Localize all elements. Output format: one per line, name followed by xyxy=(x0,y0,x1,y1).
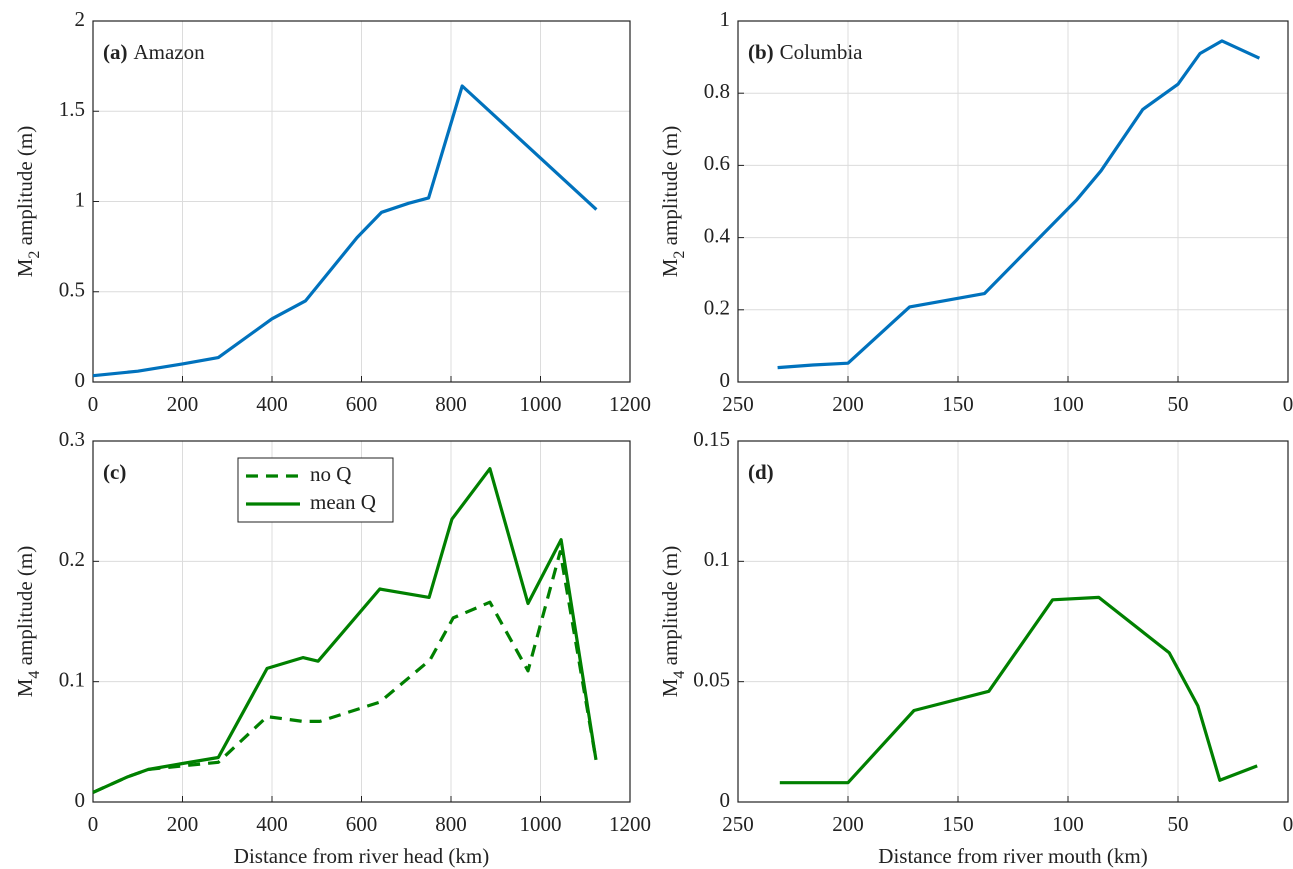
x-tick-label: 50 xyxy=(1168,812,1189,836)
x-tick-label: 250 xyxy=(722,812,754,836)
panel-letter: (c) xyxy=(103,460,126,484)
y-tick-label: 0 xyxy=(720,368,731,392)
y-tick-label: 2 xyxy=(75,7,86,31)
axes-box xyxy=(92,20,631,383)
panel-label: (c) xyxy=(103,460,126,484)
y-label-main: M xyxy=(13,678,37,697)
y-label-main: M xyxy=(658,678,682,697)
y-tick-label: 0.15 xyxy=(693,427,730,451)
series-line xyxy=(92,84,598,378)
axes-box xyxy=(737,20,1289,383)
y-tick-label: 0 xyxy=(75,368,86,392)
y-label-rest: amplitude (m) xyxy=(658,126,682,251)
y-axis-label: M2 amplitude (m) xyxy=(658,126,688,278)
panel-letter: (d) xyxy=(748,460,774,484)
x-tick-label: 200 xyxy=(167,392,199,416)
y-label-rest: amplitude (m) xyxy=(13,126,37,251)
x-tick-label: 1200 xyxy=(609,392,651,416)
y-label-sub: 4 xyxy=(671,671,688,679)
x-tick-label: 100 xyxy=(1052,392,1084,416)
panel-title: Amazon xyxy=(134,40,206,64)
panel-label: (a) Amazon xyxy=(103,40,205,64)
x-tick-label: 150 xyxy=(942,392,974,416)
y-tick-label: 0.05 xyxy=(693,667,730,691)
y-tick-label: 1.5 xyxy=(59,97,85,121)
y-tick-label: 0 xyxy=(75,788,86,812)
panel-letter: (a) xyxy=(103,40,128,64)
x-axis-label: Distance from river mouth (km) xyxy=(878,844,1147,868)
x-tick-label: 0 xyxy=(1283,812,1293,836)
y-label-sub: 2 xyxy=(671,251,688,259)
panel-label: (d) xyxy=(748,460,774,484)
y-tick-label: 1 xyxy=(720,7,731,31)
x-tick-label: 0 xyxy=(1283,392,1293,416)
x-tick-label: 800 xyxy=(435,812,467,836)
y-label-main: M xyxy=(13,258,37,277)
x-tick-label: 200 xyxy=(832,812,864,836)
y-axis-label: M4 amplitude (m) xyxy=(658,546,688,698)
y-tick-label: 0 xyxy=(720,788,731,812)
y-tick-label: 0.6 xyxy=(704,151,730,175)
legend-label: mean Q xyxy=(310,490,376,514)
x-tick-label: 100 xyxy=(1052,812,1084,836)
y-axis-label: M2 amplitude (m) xyxy=(13,126,43,278)
x-tick-label: 400 xyxy=(256,392,288,416)
y-tick-label: 0.2 xyxy=(704,296,730,320)
x-tick-label: 0 xyxy=(88,392,99,416)
x-tick-label: 200 xyxy=(832,392,864,416)
y-tick-label: 0.1 xyxy=(704,547,730,571)
x-tick-label: 150 xyxy=(942,812,974,836)
x-tick-label: 600 xyxy=(346,812,378,836)
panel-title: Columbia xyxy=(780,40,864,64)
y-label-rest: amplitude (m) xyxy=(13,546,37,671)
legend-label: no Q xyxy=(310,462,351,486)
y-label-rest: amplitude (m) xyxy=(658,546,682,671)
x-tick-label: 1200 xyxy=(609,812,651,836)
series-line xyxy=(779,595,1258,785)
y-axis-label: M4 amplitude (m) xyxy=(13,546,43,698)
x-tick-label: 200 xyxy=(167,812,199,836)
series-line xyxy=(777,39,1261,370)
x-tick-label: 250 xyxy=(722,392,754,416)
y-tick-label: 0.4 xyxy=(704,223,731,247)
y-label-sub: 4 xyxy=(26,671,43,679)
panel-letter: (b) xyxy=(748,40,774,64)
axes-box xyxy=(92,440,631,803)
x-tick-label: 800 xyxy=(435,392,467,416)
x-tick-label: 50 xyxy=(1168,392,1189,416)
x-tick-label: 1000 xyxy=(520,392,562,416)
y-label-sub: 2 xyxy=(26,251,43,259)
legend-box xyxy=(237,457,394,523)
y-tick-label: 0.2 xyxy=(59,547,85,571)
x-axis-label: Distance from river head (km) xyxy=(234,844,489,868)
x-tick-label: 600 xyxy=(346,392,378,416)
y-tick-label: 1 xyxy=(75,187,86,211)
axes-box xyxy=(737,440,1289,803)
series-line xyxy=(92,467,598,794)
x-tick-label: 1000 xyxy=(520,812,562,836)
y-tick-label: 0.3 xyxy=(59,427,85,451)
series-line xyxy=(92,550,598,794)
y-tick-label: 0.5 xyxy=(59,278,85,302)
x-tick-label: 400 xyxy=(256,812,288,836)
y-tick-label: 0.8 xyxy=(704,79,730,103)
y-tick-label: 0.1 xyxy=(59,667,85,691)
y-label-main: M xyxy=(658,258,682,277)
panel-label: (b) Columbia xyxy=(748,40,863,64)
x-tick-label: 0 xyxy=(88,812,99,836)
